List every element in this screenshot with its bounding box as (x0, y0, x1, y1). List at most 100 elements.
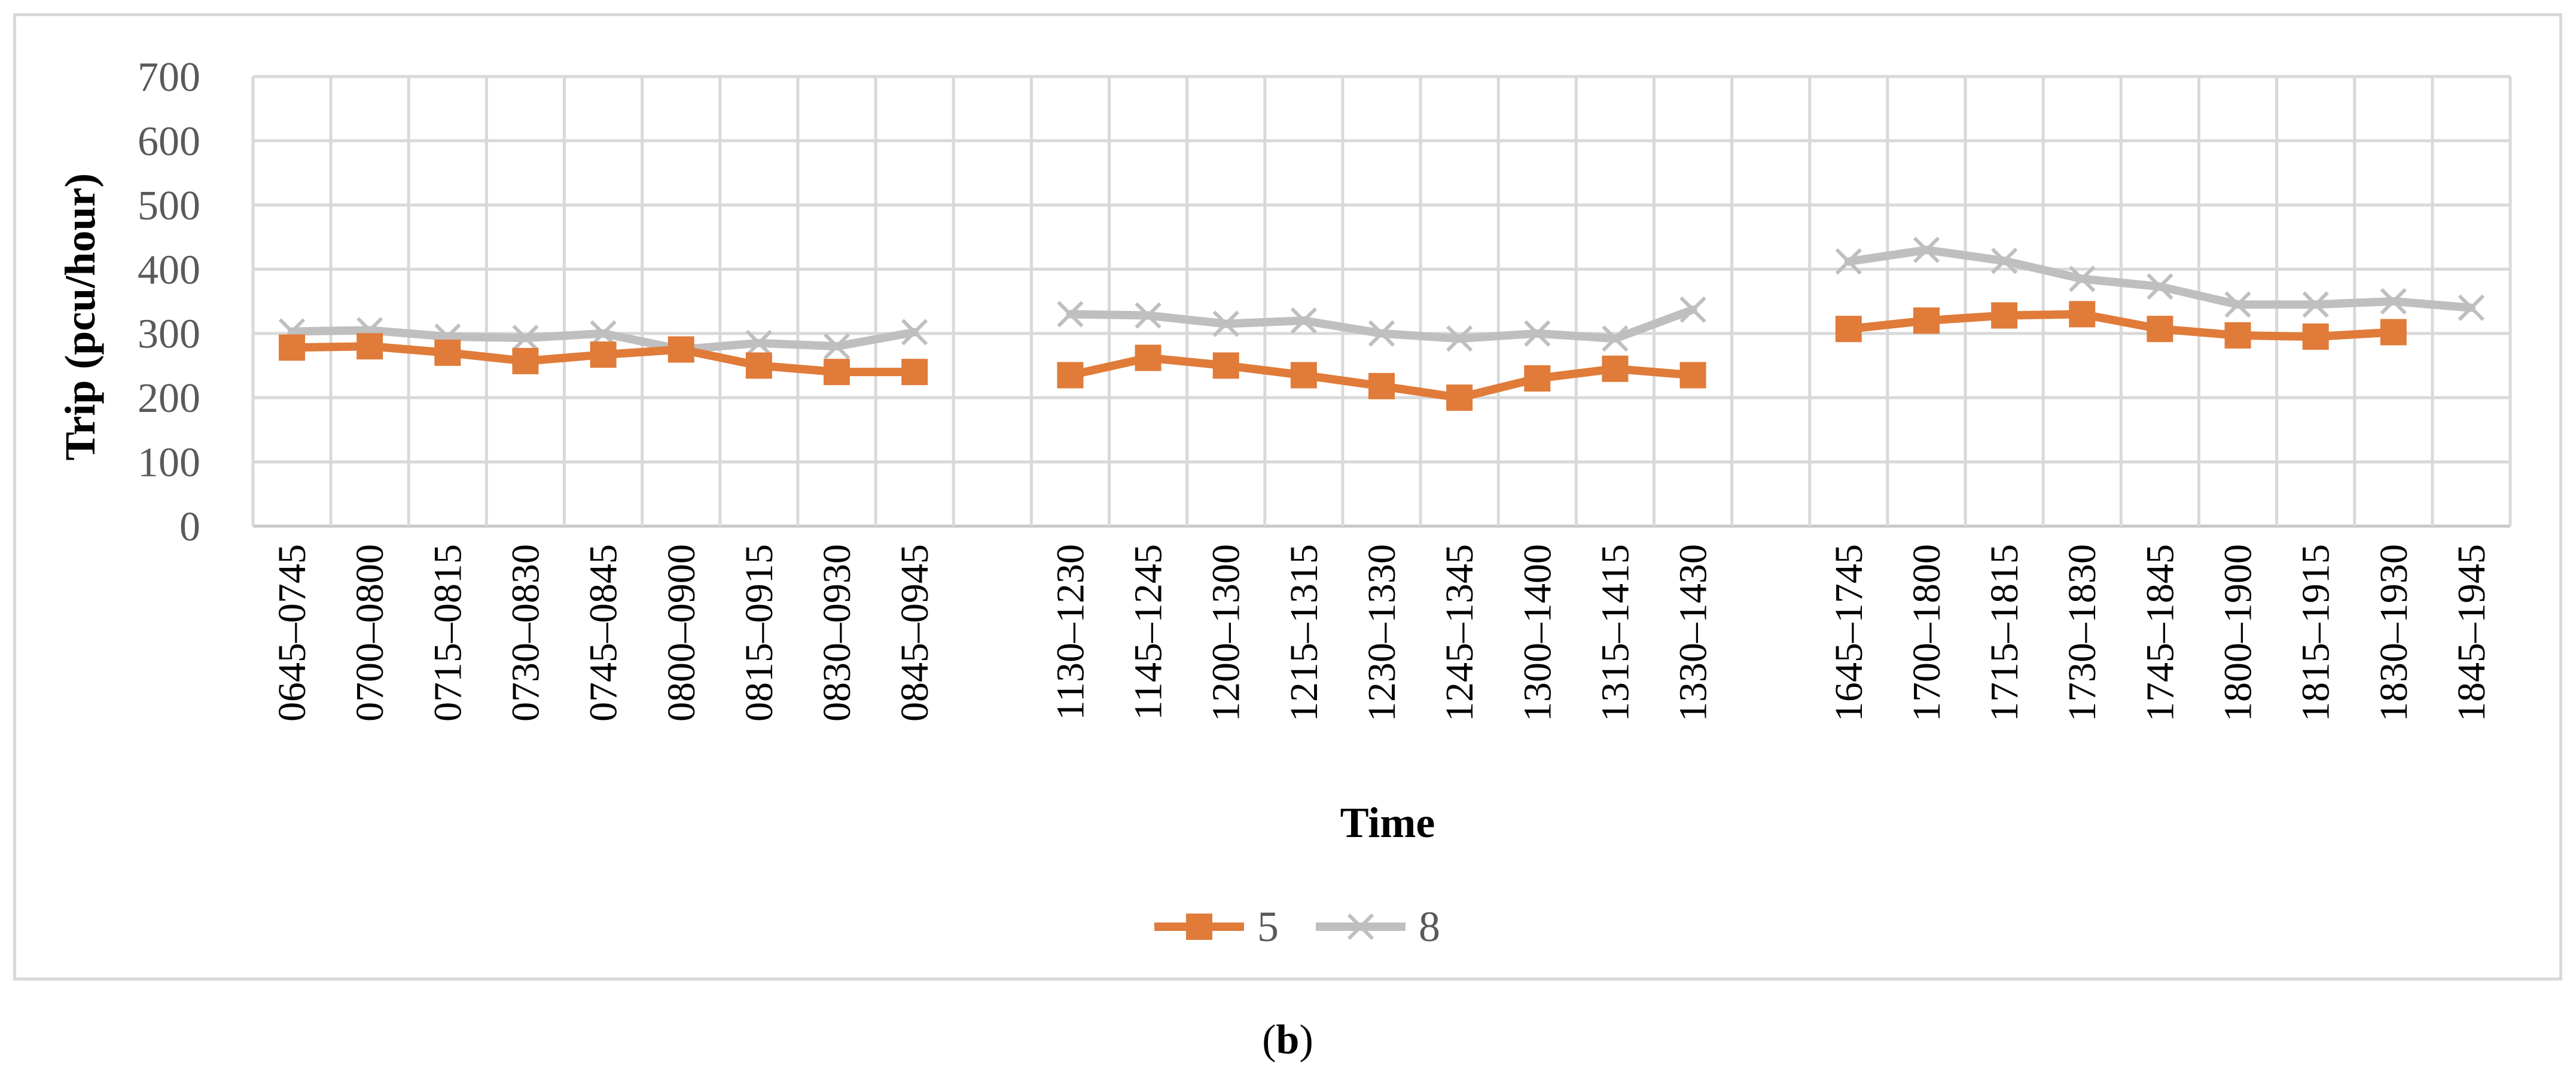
x-tick-label: 1330–1430 (1672, 544, 1715, 722)
series-5-point (1913, 307, 1940, 334)
series-5-point (1135, 344, 1162, 371)
x-tick-label: 1315–1415 (1593, 544, 1637, 722)
series-5-point (279, 334, 306, 361)
series-8-point (1679, 296, 1706, 323)
caption-close-paren: ) (1299, 1017, 1313, 1063)
x-tick-label: 1815–1915 (2294, 544, 2338, 722)
x-tick-labels: 0645–0745 0700–0800 0715–0815 0730–0830 0745… (270, 544, 2493, 722)
y-axis-title: Trip (pcu/hour) (56, 173, 104, 461)
series-8-line (1844, 246, 2476, 312)
y-tick-label: 500 (138, 183, 200, 229)
caption-open-paren: ( (1262, 1017, 1276, 1063)
series-5 (279, 301, 2407, 411)
legend-label-5: 5 (1257, 903, 1279, 951)
y-tick-label: 300 (138, 311, 200, 358)
series-5-point (1212, 352, 1239, 379)
series-5-point (1835, 316, 1862, 343)
x-tick-label: 1745–1845 (2138, 544, 2182, 722)
series-5-point (2147, 316, 2173, 343)
series-8-point (1913, 236, 1940, 264)
series-5-point (1368, 372, 1395, 399)
x-tick-label: 1130–1230 (1048, 544, 1092, 720)
x-tick-label: 0645–0745 (270, 544, 314, 722)
x-tick-label: 1830–1930 (2372, 544, 2416, 722)
x-tick-label: 0730–0830 (504, 544, 547, 722)
series-8-point (2224, 291, 2251, 318)
x-tick-label: 1215–1315 (1282, 544, 1326, 722)
x-tick-label: 0830–0930 (815, 544, 859, 722)
series-5-point (1991, 302, 2018, 329)
y-tick-labels: 0 100 200 300 400 500 600 700 (138, 54, 200, 550)
x-axis-title: Time (1340, 799, 1435, 847)
series-5-point (434, 339, 461, 366)
series-8-point (512, 325, 539, 352)
series-8-point (1446, 325, 1473, 352)
x-tick-label: 0700–0800 (348, 544, 392, 722)
x-tick-label: 1145–1245 (1127, 544, 1170, 720)
y-tick-label: 400 (138, 247, 200, 293)
legend-label-8: 8 (1419, 903, 1440, 951)
x-tick-label: 0745–0845 (582, 544, 626, 722)
x-tick-label: 0845–0945 (893, 544, 937, 722)
x-tick-label: 0815–0915 (737, 544, 781, 722)
x-tick-label: 1230–1330 (1360, 544, 1404, 722)
y-tick-label: 700 (138, 54, 200, 100)
gridlines (251, 75, 2512, 528)
series-5-point (1290, 362, 1317, 389)
caption-letter: b (1276, 1017, 1300, 1063)
series-5-point (1446, 384, 1473, 411)
series-5-point (1057, 362, 1084, 389)
series-8-point (1835, 248, 1862, 275)
y-tick-label: 600 (138, 118, 200, 164)
series-5-point (356, 333, 383, 360)
series-8-point (1212, 310, 1239, 337)
series-5-point (1679, 362, 1706, 389)
series-5-point (2069, 301, 2096, 328)
series-5-point (824, 359, 850, 386)
series-8-point (745, 329, 773, 356)
series-5-point (1524, 365, 1551, 392)
x-tick-label: 0715–0815 (426, 544, 470, 722)
series-8-point (823, 333, 850, 360)
series-8-point (901, 319, 928, 346)
series-8-point (2069, 265, 2096, 292)
x-tick-label: 1245–1345 (1438, 544, 1481, 722)
legend-marker-5 (1186, 914, 1212, 940)
x-tick-label: 1200–1300 (1205, 544, 1248, 722)
legend-marker-8 (1347, 913, 1374, 940)
series-8-point (1135, 302, 1162, 329)
series-5-point (512, 347, 539, 374)
x-tick-label: 1715–1815 (1983, 544, 2026, 722)
series-5-point (1602, 355, 1629, 382)
series-5-point (2224, 322, 2251, 349)
x-tick-label: 1845–1945 (2450, 544, 2493, 722)
x-tick-label: 0800–0900 (660, 544, 703, 722)
series-5-point (590, 341, 617, 368)
series-8-point (1602, 325, 1629, 352)
x-tick-label: 1645–1745 (1827, 544, 1871, 722)
series-8-point (2147, 273, 2173, 300)
y-tick-label: 200 (138, 375, 200, 422)
series-8-point (2302, 291, 2329, 318)
chart-frame (13, 13, 2562, 981)
y-tick-label: 100 (138, 440, 200, 486)
x-tick-label: 1300–1400 (1516, 544, 1559, 722)
series-8-point (1057, 301, 1084, 328)
series-8-point (590, 320, 617, 347)
series-8-point (1290, 307, 1317, 334)
series-8-point (1368, 320, 1395, 347)
series-8-point (2458, 294, 2485, 321)
series-8-point (2380, 288, 2407, 315)
series-5-point (2380, 319, 2407, 346)
y-tick-label: 0 (179, 504, 200, 550)
series-8-point (1990, 248, 2018, 274)
series-8-point (1524, 320, 1551, 347)
series-5-point (901, 359, 928, 386)
series-5-point (667, 336, 694, 363)
figure-caption: (b) (1262, 1017, 1313, 1063)
x-tick-label: 1800–1900 (2217, 544, 2260, 722)
x-tick-label: 1730–1830 (2060, 544, 2104, 722)
series-5-point (745, 352, 772, 379)
series-5-point (2302, 323, 2329, 350)
